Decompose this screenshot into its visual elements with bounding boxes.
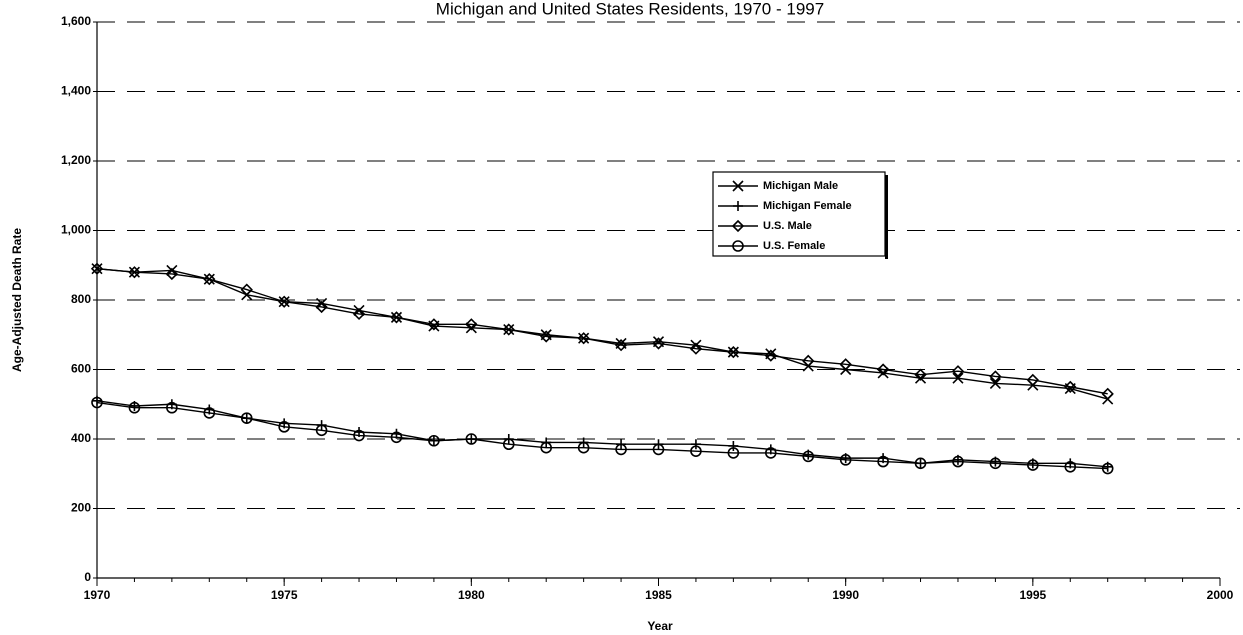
legend-marker	[732, 180, 744, 192]
marker	[839, 454, 852, 466]
chart-title: Michigan and United States Residents, 19…	[436, 0, 824, 18]
marker	[203, 273, 216, 286]
marker	[390, 311, 403, 324]
marker	[689, 342, 703, 355]
marker	[1027, 459, 1039, 471]
marker	[428, 434, 440, 447]
marker	[952, 455, 964, 468]
marker	[577, 441, 590, 454]
legend-marker-group	[732, 180, 744, 192]
marker	[203, 407, 216, 419]
marker	[465, 433, 478, 445]
marker	[951, 365, 965, 378]
marker	[315, 300, 328, 314]
y-tick-label: 600	[71, 362, 91, 376]
legend-marker-group	[732, 240, 744, 252]
marker	[240, 412, 253, 424]
series-line	[96, 268, 1108, 395]
legend-marker	[732, 240, 744, 252]
marker	[1064, 380, 1077, 394]
y-tick-label: 200	[71, 501, 91, 515]
marker	[764, 349, 777, 362]
marker	[502, 323, 515, 336]
marker	[353, 429, 365, 442]
x-axis-label: Year	[647, 619, 673, 633]
y-axis-label: Age-Adjusted Death Rate	[10, 228, 24, 372]
y-tick-label: 1,000	[61, 223, 91, 237]
series-line	[96, 268, 1108, 400]
legend-marker	[731, 219, 745, 233]
marker	[278, 295, 291, 308]
x-tick-label: 1990	[832, 588, 859, 602]
marker	[352, 307, 366, 321]
marker	[652, 337, 665, 350]
marker	[278, 421, 290, 433]
marker	[839, 358, 852, 371]
marker	[1101, 462, 1114, 475]
y-tick-label: 1,200	[61, 153, 91, 167]
marker	[877, 455, 889, 468]
marker	[165, 267, 178, 281]
marker	[989, 370, 1002, 383]
marker	[690, 445, 702, 457]
legend: Michigan Male Michigan Female U.S. Male U.S…	[712, 171, 888, 259]
series-line	[96, 401, 1108, 470]
marker	[91, 396, 103, 409]
marker	[540, 441, 553, 454]
marker	[652, 443, 665, 456]
y-tick-label: 1,600	[61, 14, 91, 28]
legend-label: Michigan Male	[763, 180, 838, 192]
marker	[577, 332, 590, 345]
marker	[727, 345, 740, 359]
y-tick-label: 0	[84, 570, 91, 584]
legend-marker	[733, 201, 743, 211]
marker	[952, 372, 964, 384]
marker	[166, 401, 178, 414]
marker	[90, 262, 104, 275]
series-line	[96, 400, 1108, 468]
marker	[727, 447, 740, 459]
marker	[465, 318, 478, 331]
legend-marker-group	[733, 201, 743, 211]
marker	[128, 401, 141, 414]
x-tick-label: 1995	[1019, 588, 1046, 602]
marker	[989, 377, 1001, 389]
marker	[1064, 460, 1077, 473]
marker	[240, 283, 253, 296]
marker	[876, 363, 890, 376]
marker	[764, 447, 777, 459]
x-tick-label: 1980	[458, 588, 485, 602]
marker	[914, 368, 927, 381]
marker	[802, 450, 815, 463]
legend-marker-group	[731, 219, 745, 233]
x-tick-label: 2000	[1207, 588, 1234, 602]
marker	[390, 431, 403, 444]
legend-label: U.S. Male	[763, 220, 812, 232]
marker	[502, 438, 515, 451]
marker	[914, 457, 927, 470]
x-tick-label: 1985	[645, 588, 672, 602]
legend-label: U.S. Female	[763, 240, 825, 252]
marker	[728, 440, 739, 451]
y-tick-label: 400	[71, 431, 91, 445]
marker	[540, 330, 553, 343]
marker	[128, 266, 141, 279]
legend-label: Michigan Female	[763, 200, 852, 212]
legend-shadow	[885, 175, 888, 259]
marker	[1026, 373, 1039, 387]
x-tick-label: 1975	[271, 588, 298, 602]
marker	[802, 354, 815, 367]
marker	[690, 439, 701, 450]
x-tick-label: 1970	[84, 588, 111, 602]
marker	[615, 443, 627, 456]
marker	[1101, 387, 1114, 400]
marker	[614, 339, 628, 352]
marker	[989, 457, 1002, 470]
y-tick-label: 1,400	[61, 84, 91, 98]
marker	[427, 318, 441, 331]
y-tick-label: 800	[71, 292, 91, 306]
marker	[315, 424, 328, 437]
